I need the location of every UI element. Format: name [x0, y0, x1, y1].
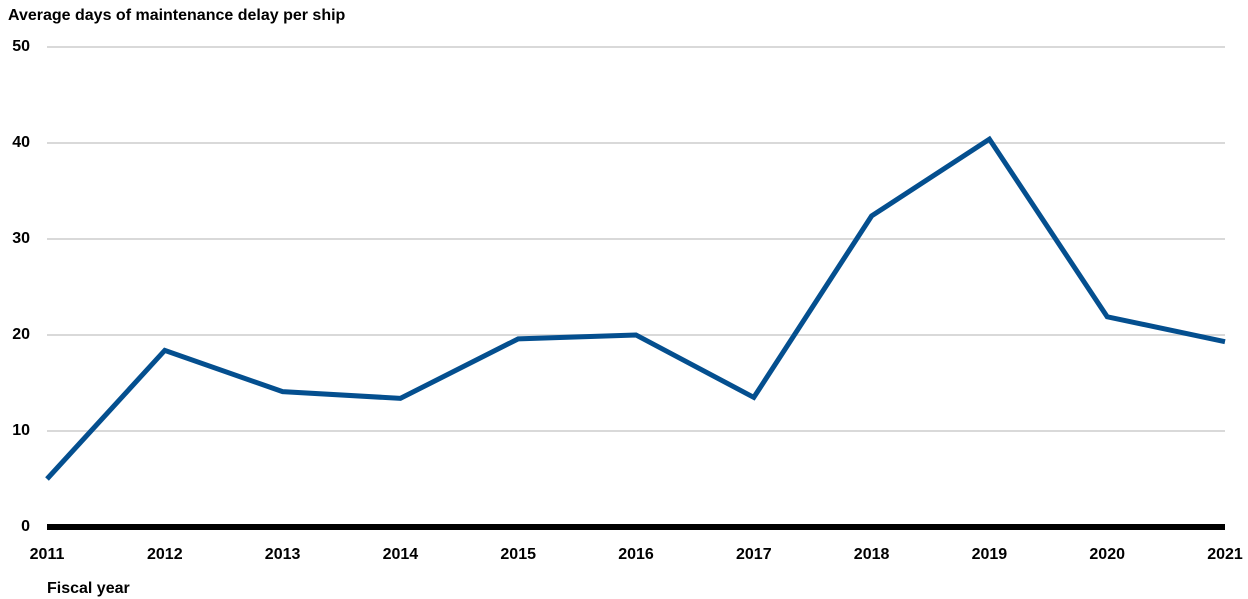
x-tick-label: 2020: [1089, 546, 1125, 563]
y-tick-label: 40: [12, 134, 30, 151]
x-tick-label: 2021: [1207, 546, 1243, 563]
x-tick-label: 2011: [30, 546, 65, 563]
chart-title: Average days of maintenance delay per sh…: [8, 7, 346, 24]
x-tick-label: 2014: [383, 546, 419, 563]
x-axis-label: Fiscal year: [47, 580, 130, 597]
y-tick-label: 20: [12, 326, 30, 343]
y-tick-label: 10: [12, 422, 30, 439]
line: [45, 135, 1226, 481]
x-tick-label: 2018: [854, 546, 890, 563]
x-tick-label: 2016: [618, 546, 654, 563]
x-tick-label: 2015: [500, 546, 536, 563]
y-tick-label: 0: [21, 518, 30, 535]
y-tick-label: 30: [12, 230, 30, 247]
x-tick-label: 2019: [972, 546, 1008, 563]
y-tick-label: 50: [12, 38, 30, 55]
x-tick-label: 2012: [147, 546, 183, 563]
x-tick-label: 2013: [265, 546, 301, 563]
x-tick-label: 2017: [736, 546, 772, 563]
